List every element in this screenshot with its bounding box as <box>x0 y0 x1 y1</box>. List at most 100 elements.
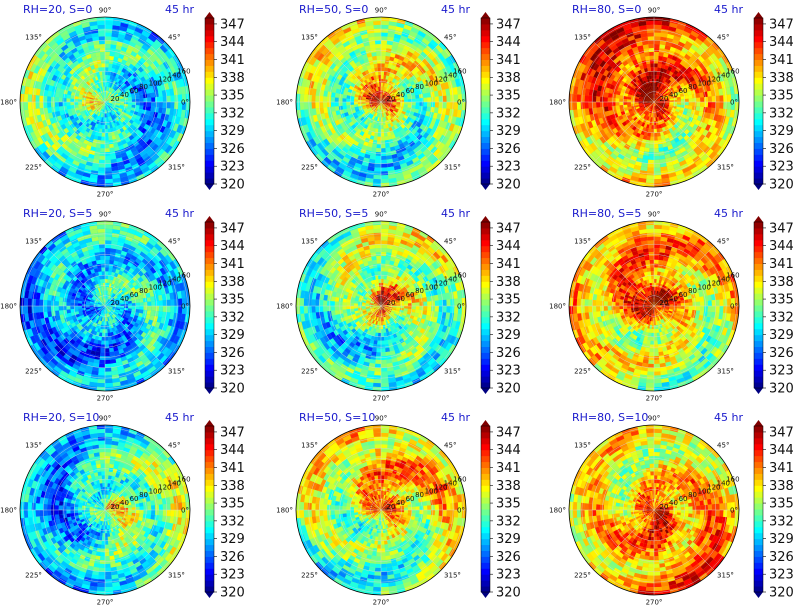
heat-cell <box>105 44 111 49</box>
heat-cell <box>123 95 128 99</box>
heat-cell <box>103 102 105 106</box>
heat-cell <box>370 96 375 99</box>
heat-cell <box>346 108 352 113</box>
heat-cell <box>59 88 65 94</box>
heat-cell <box>418 93 424 99</box>
heat-cell <box>643 76 648 81</box>
heat-cell <box>97 87 101 92</box>
heat-cell <box>70 80 77 86</box>
heat-cell <box>320 125 327 133</box>
heat-cell <box>151 97 156 102</box>
heat-cell <box>87 296 92 301</box>
heat-cell <box>105 55 110 60</box>
heat-cell <box>570 117 577 127</box>
heat-cell <box>680 96 685 100</box>
heat-cell <box>147 115 154 122</box>
heat-cell <box>162 153 171 163</box>
heat-cell <box>650 117 653 122</box>
heat-cell <box>411 98 416 102</box>
heat-cell <box>103 94 105 99</box>
heat-cell <box>47 131 54 139</box>
heat-cell <box>109 151 116 156</box>
heat-cell <box>722 87 728 96</box>
heat-cell <box>379 82 381 87</box>
angular-tick-label: 45° <box>444 33 456 41</box>
heat-cell <box>97 304 102 306</box>
heat-cell <box>99 332 103 337</box>
heat-cell <box>379 109 381 114</box>
heat-cell <box>90 310 95 314</box>
heat-cell <box>117 283 123 289</box>
heat-cell <box>698 151 706 159</box>
heat-cell <box>147 97 152 102</box>
heat-cell <box>105 175 113 180</box>
heat-cell <box>659 71 663 77</box>
heat-cell <box>350 54 358 61</box>
heat-cell <box>155 79 161 87</box>
colorbar-segment <box>754 95 763 102</box>
heat-cell <box>121 293 126 297</box>
heat-cell <box>572 94 578 102</box>
heat-cell <box>350 143 358 150</box>
heat-cell <box>715 67 722 76</box>
heat-cell <box>646 24 654 29</box>
colorbar-extend-top <box>205 12 214 18</box>
heat-cell <box>330 97 335 102</box>
radial-tick-label: 160 <box>726 67 739 75</box>
heat-cell <box>426 31 435 40</box>
heat-cell <box>623 107 629 111</box>
heat-cell <box>374 91 378 96</box>
heat-cell <box>372 88 376 93</box>
heat-cell <box>100 148 105 153</box>
heat-cell <box>603 55 611 63</box>
heat-cell <box>438 95 443 102</box>
heat-cell <box>310 48 319 57</box>
heat-cell <box>121 315 126 319</box>
heat-cell <box>426 164 435 173</box>
heat-cell <box>615 94 620 99</box>
heat-cell <box>126 57 133 64</box>
heat-cell <box>342 94 347 99</box>
heat-cell <box>372 119 376 125</box>
heat-cell <box>387 96 392 99</box>
heat-cell <box>637 129 643 135</box>
heat-cell <box>91 107 96 111</box>
heat-cell <box>431 57 439 66</box>
heat-cell <box>411 102 416 106</box>
heat-cell <box>167 147 176 156</box>
heat-cell <box>411 143 418 151</box>
heat-cell <box>381 102 383 106</box>
heat-cell <box>680 102 685 105</box>
heat-cell <box>323 90 328 97</box>
heat-cell <box>143 97 148 102</box>
heat-cell <box>106 299 110 303</box>
heat-cell <box>646 100 651 102</box>
heat-cell <box>27 71 34 80</box>
heat-cell <box>77 48 85 55</box>
angular-tick-label: 0° <box>457 99 465 107</box>
heat-cell <box>688 149 696 157</box>
heat-cell <box>103 82 105 87</box>
heat-cell <box>103 105 105 110</box>
heat-cell <box>650 136 654 141</box>
heat-cell <box>115 329 120 335</box>
heat-cell <box>707 102 712 108</box>
heat-cell <box>105 98 107 102</box>
heat-cell <box>108 303 113 306</box>
heat-cell <box>358 172 367 178</box>
heat-cell <box>377 102 381 104</box>
heat-cell <box>140 127 147 134</box>
heat-cell <box>640 166 648 172</box>
heat-cell <box>406 90 411 95</box>
heat-cell <box>101 105 104 110</box>
heat-cell <box>648 116 651 121</box>
heat-cell <box>97 108 101 112</box>
heat-cell <box>82 107 88 111</box>
heat-cell <box>76 316 82 321</box>
heat-cell <box>596 90 601 97</box>
heat-cell <box>125 314 130 319</box>
heat-cell <box>664 134 669 139</box>
heat-cell <box>669 46 677 52</box>
heat-cell <box>646 102 651 104</box>
colorbar-segment <box>205 71 214 78</box>
